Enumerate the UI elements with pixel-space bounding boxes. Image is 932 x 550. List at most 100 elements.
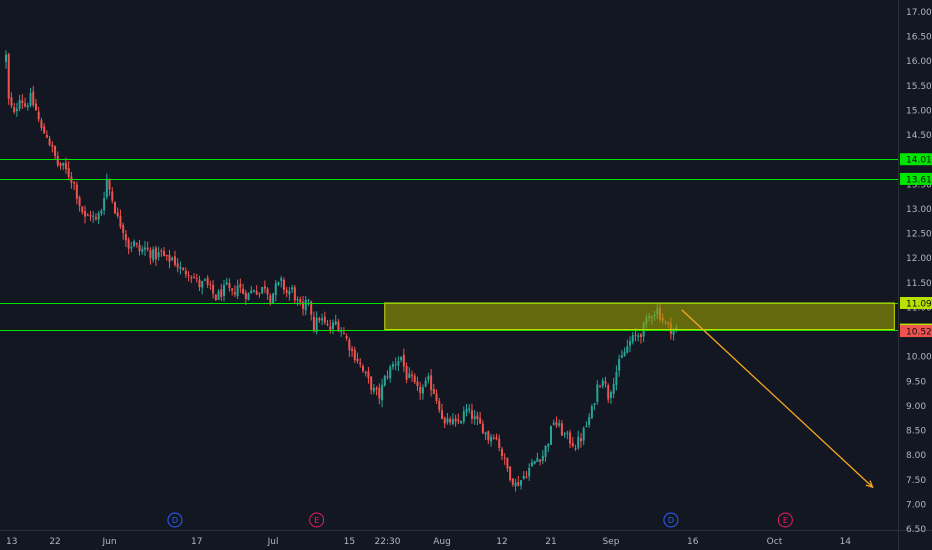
candle-body bbox=[206, 277, 209, 285]
dividend-marker-circle bbox=[167, 512, 183, 528]
candle-body bbox=[149, 249, 152, 259]
candle-body bbox=[37, 111, 40, 120]
candle-body bbox=[560, 423, 563, 436]
candle-body bbox=[607, 385, 610, 400]
candle-body bbox=[522, 475, 525, 479]
candle-body bbox=[449, 418, 452, 423]
candle-body bbox=[135, 243, 138, 245]
earnings-marker[interactable]: E bbox=[309, 512, 325, 528]
candle-body bbox=[124, 234, 127, 241]
dividend-marker[interactable]: D bbox=[663, 512, 679, 528]
level-price-label-bg bbox=[900, 172, 932, 185]
zone-rectangle[interactable] bbox=[384, 302, 895, 331]
candle-body bbox=[111, 191, 114, 201]
candle-body bbox=[484, 432, 487, 435]
candle-body bbox=[143, 247, 146, 250]
dividend-marker-circle bbox=[663, 512, 679, 528]
candle-body bbox=[383, 375, 386, 386]
candle-body bbox=[280, 278, 283, 281]
candle-body bbox=[462, 411, 465, 422]
candle-body bbox=[179, 267, 182, 269]
candle-body bbox=[351, 348, 354, 351]
candle-body bbox=[326, 324, 329, 326]
candle-body bbox=[639, 334, 642, 337]
level-price-label-text: 11.09 bbox=[906, 299, 932, 309]
earnings-marker-circle bbox=[309, 512, 325, 528]
candle-body bbox=[372, 387, 375, 392]
candle-body bbox=[291, 287, 294, 290]
candle-body bbox=[154, 247, 157, 260]
candle-body bbox=[413, 375, 416, 383]
candle-body bbox=[296, 299, 299, 301]
earnings-marker[interactable]: E bbox=[777, 512, 793, 528]
time-tick-label: Sep bbox=[602, 537, 619, 547]
time-axis[interactable]: 13 22 Jun 17 Jul 15 22:30 Aug 12 21 Sep 16 Oct 14 bbox=[6, 537, 851, 547]
candle-body bbox=[416, 381, 419, 387]
candle-body bbox=[182, 268, 185, 271]
candle-body bbox=[133, 241, 136, 247]
candle-body bbox=[381, 384, 384, 401]
candle-body bbox=[438, 400, 441, 411]
level-price-label-bg bbox=[900, 296, 932, 309]
candle-body bbox=[122, 225, 125, 234]
time-tick-label: Jun bbox=[102, 537, 117, 547]
candle-body bbox=[588, 417, 591, 425]
candle-body bbox=[56, 155, 59, 166]
projection-line[interactable] bbox=[681, 309, 873, 488]
candle-body bbox=[520, 480, 523, 486]
candle-body bbox=[105, 179, 108, 198]
candle-body bbox=[367, 371, 370, 379]
time-tick-label: 17 bbox=[191, 537, 202, 547]
resistance-zone[interactable] bbox=[384, 302, 895, 331]
dividend-marker-letter: D bbox=[668, 516, 674, 525]
candle-body bbox=[528, 467, 531, 477]
level-price-label-text: 13.61 bbox=[906, 175, 932, 185]
candle-body bbox=[7, 53, 10, 99]
candle-body bbox=[443, 417, 446, 424]
time-tick-label: 22:30 bbox=[375, 537, 401, 547]
candle-body bbox=[517, 481, 520, 486]
candle-body bbox=[460, 421, 463, 424]
price-tick-label: 13.50 bbox=[906, 180, 932, 190]
dividend-marker[interactable]: D bbox=[167, 512, 183, 528]
candle-body bbox=[394, 364, 397, 366]
level-price-label-bg bbox=[900, 153, 932, 166]
candle-body bbox=[285, 290, 288, 293]
current-price-label: 10.52 bbox=[900, 325, 932, 338]
candle-body bbox=[511, 478, 514, 485]
candle-body bbox=[525, 476, 528, 478]
candle-body bbox=[307, 299, 310, 301]
candle-body bbox=[473, 416, 476, 420]
price-tick-label: 11.50 bbox=[906, 279, 932, 289]
candle-body bbox=[141, 248, 144, 252]
time-tick-label: 21 bbox=[545, 537, 556, 547]
candle-body bbox=[465, 409, 468, 413]
candle-body bbox=[73, 182, 76, 184]
candle-body bbox=[201, 281, 204, 288]
candle-body bbox=[470, 410, 473, 419]
candle-body bbox=[146, 247, 149, 250]
candle-body bbox=[500, 448, 503, 456]
level-price-label: 11.09 bbox=[900, 296, 932, 309]
candle-body bbox=[266, 288, 269, 295]
candle-body bbox=[356, 358, 359, 362]
candle-body bbox=[389, 366, 392, 379]
price-tick-label: 7.50 bbox=[906, 476, 926, 486]
candle-body bbox=[228, 283, 231, 289]
candle-body bbox=[24, 103, 27, 107]
candle-body bbox=[193, 277, 196, 279]
candle-body bbox=[225, 282, 228, 285]
candle-body bbox=[329, 326, 332, 331]
projection-arrow[interactable] bbox=[681, 309, 874, 489]
price-tick-label: 12.00 bbox=[906, 254, 932, 264]
candle-body bbox=[629, 341, 632, 346]
candle-body bbox=[498, 438, 501, 448]
current-price-label-text: 10.52 bbox=[906, 328, 932, 338]
candle-body bbox=[165, 254, 168, 257]
candle-body bbox=[626, 346, 629, 353]
time-tick-label: 14 bbox=[840, 537, 852, 547]
candle-body bbox=[620, 355, 623, 358]
